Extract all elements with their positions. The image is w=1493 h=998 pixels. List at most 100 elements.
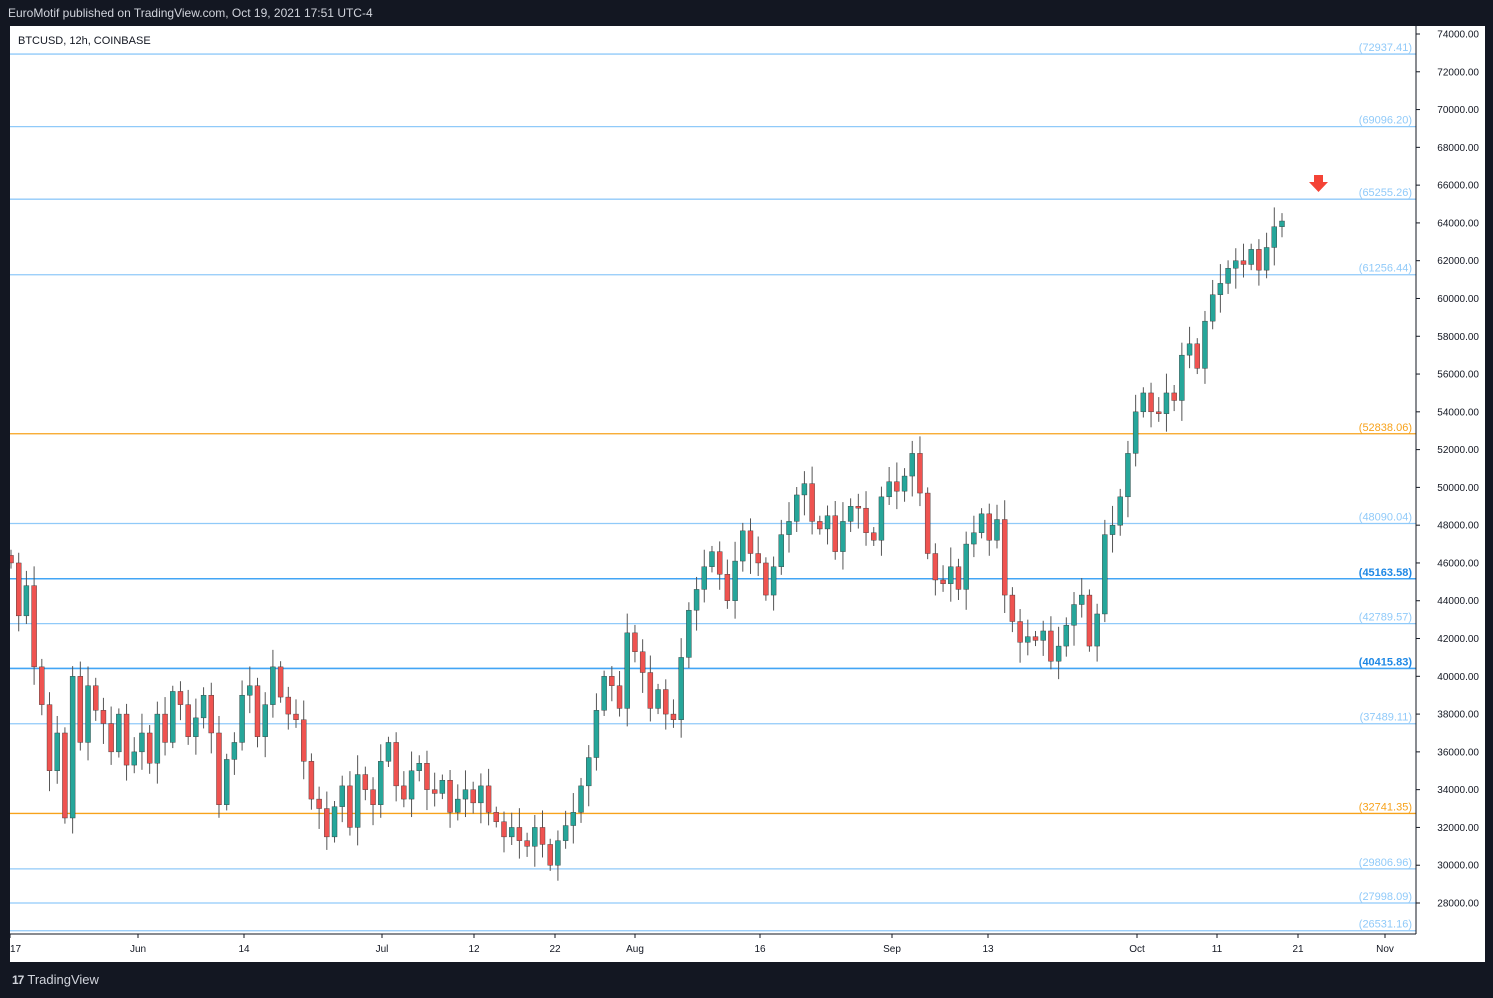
candle-body — [724, 574, 731, 601]
candle — [732, 541, 738, 619]
candle — [508, 812, 515, 846]
candle — [1025, 619, 1031, 656]
candle — [932, 543, 939, 596]
candle — [1001, 500, 1008, 614]
candle-body — [670, 713, 677, 720]
candle-body — [616, 685, 623, 709]
tradingview-logo-icon: 17 — [12, 972, 24, 987]
candle — [447, 770, 453, 828]
candle — [177, 681, 184, 721]
candle — [894, 462, 900, 510]
candle — [747, 518, 754, 574]
candle — [1071, 592, 1077, 646]
candle-body — [1109, 524, 1116, 535]
candle-body — [69, 676, 76, 819]
candle — [547, 838, 553, 871]
candle — [763, 557, 769, 601]
candle — [131, 737, 137, 774]
candle — [485, 768, 492, 826]
level-label: (52838.06) — [1359, 422, 1412, 434]
candle-body — [1079, 594, 1085, 605]
candle — [901, 468, 908, 502]
candle-body — [154, 713, 161, 764]
candle-body — [840, 521, 846, 552]
candle-body — [593, 710, 600, 758]
candle — [1009, 587, 1016, 633]
time-tick-label: 14 — [238, 944, 250, 955]
candle — [277, 661, 284, 703]
candle-body — [570, 812, 577, 826]
candle-body — [385, 742, 392, 762]
candle — [424, 750, 430, 811]
candle-body — [863, 507, 869, 533]
candle-body — [223, 759, 230, 805]
candle-body — [686, 609, 692, 658]
candle-body — [447, 780, 453, 813]
candle-body — [1209, 294, 1216, 322]
candle-body — [1240, 260, 1247, 265]
price-tick-label: 32000.00 — [1437, 823, 1479, 834]
candle — [324, 791, 330, 850]
down-arrow-icon — [1309, 175, 1328, 192]
candle-body — [601, 676, 607, 711]
candle — [39, 658, 45, 716]
candle-body — [747, 530, 754, 554]
symbol-legend: BTCUSD, 12h, COINBASE — [18, 35, 151, 47]
time-tick-label: 21 — [1292, 944, 1304, 955]
candle-body — [794, 494, 800, 522]
candle — [316, 786, 322, 829]
candle-body — [516, 827, 523, 841]
level-label: (48090.04) — [1359, 511, 1412, 523]
candle — [1248, 243, 1254, 271]
candle-body — [1117, 496, 1123, 526]
candle-body — [609, 676, 615, 686]
candle — [632, 624, 638, 663]
publish-info-text: EuroMotif published on TradingView.com, … — [8, 6, 373, 20]
candle — [77, 661, 84, 751]
candle-body — [247, 685, 253, 696]
candle — [1202, 310, 1208, 384]
candle — [863, 491, 869, 546]
candle — [308, 753, 315, 810]
candle — [986, 503, 992, 556]
candle-body — [431, 789, 438, 794]
candle-body — [539, 827, 546, 845]
candle — [354, 755, 361, 846]
candle — [578, 777, 584, 823]
candle — [223, 753, 230, 811]
tradingview-logo[interactable]: 17 TradingView — [12, 972, 99, 987]
candle — [878, 486, 885, 556]
candle — [54, 715, 60, 784]
candle-body — [85, 685, 91, 743]
candle-body — [331, 806, 338, 838]
candle — [462, 770, 469, 818]
level-label: (37489.11) — [1360, 712, 1412, 724]
candle — [948, 547, 954, 602]
price-tick-label: 68000.00 — [1437, 143, 1479, 154]
candle-body — [586, 757, 592, 787]
candle-body — [1055, 645, 1062, 662]
candle-body — [847, 506, 854, 522]
price-tick-label: 62000.00 — [1437, 256, 1479, 267]
price-chart[interactable]: (72937.41) (69096.20) (65255.26) (61256.44)… — [10, 26, 1485, 962]
candle — [955, 558, 962, 600]
level-label: (40415.83) — [1359, 656, 1413, 668]
candle — [270, 649, 276, 718]
candle-body — [963, 543, 969, 590]
candle-body — [501, 821, 507, 838]
candle — [1125, 440, 1131, 518]
candle-body — [277, 666, 284, 698]
candle — [1109, 505, 1116, 553]
time-tick-label: Aug — [626, 944, 644, 955]
chart-area[interactable]: (72937.41) (69096.20) (65255.26) (61256.44)… — [10, 26, 1485, 962]
candle-body — [901, 475, 908, 492]
price-tick-label: 56000.00 — [1437, 370, 1479, 381]
candle-body — [871, 532, 877, 541]
candle — [539, 810, 546, 858]
level-label: (42789.57) — [1359, 612, 1412, 624]
candle-body — [462, 789, 469, 800]
candle — [871, 527, 877, 546]
candle — [16, 552, 22, 632]
candle — [285, 686, 292, 730]
candle-body — [439, 780, 446, 794]
